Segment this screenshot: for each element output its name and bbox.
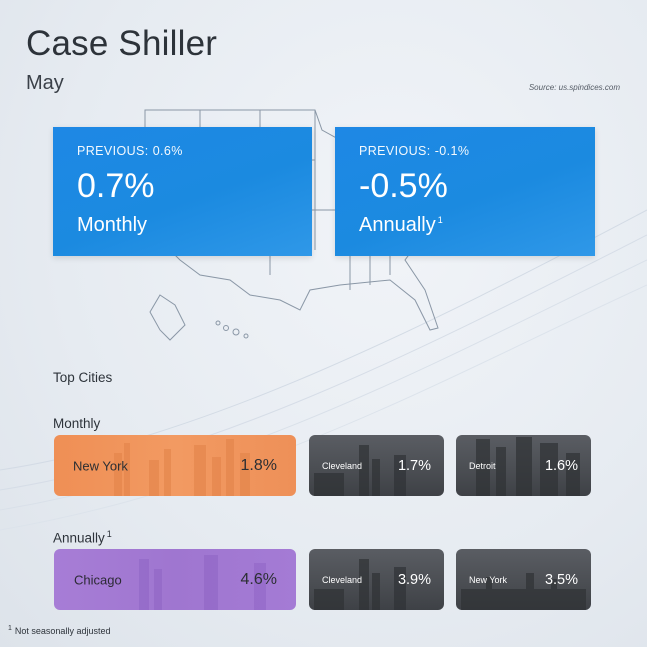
annual-period-label: Annually	[359, 214, 436, 236]
annual-card: PREVIOUS: -0.1% -0.5% Annually 1	[335, 127, 595, 256]
monthly-value: 0.7%	[77, 167, 155, 205]
city-value: 1.8%	[240, 456, 277, 474]
city-name: Cleveland	[322, 574, 363, 585]
city-tile-annual-1: Chicago 4.6%	[54, 549, 296, 610]
annual-previous: PREVIOUS: -0.1%	[359, 144, 571, 158]
skyline-image	[139, 555, 266, 610]
city-tile-annual-3: New York 3.5%	[456, 549, 591, 610]
monthly-previous-value: 0.6%	[152, 144, 183, 158]
city-tile-monthly-3: Detroit 1.6%	[456, 435, 591, 496]
city-value: 3.9%	[397, 571, 431, 588]
city-name: Chicago	[74, 572, 122, 587]
page-subtitle: May	[26, 72, 64, 94]
monthly-period-label: Monthly	[77, 214, 148, 236]
annual-previous-label: PREVIOUS:	[359, 144, 431, 158]
annually-footnote-mark: 1	[106, 529, 112, 539]
skyline-image	[461, 573, 586, 610]
city-name: Cleveland	[322, 460, 363, 471]
page-title: Case Shiller	[26, 24, 218, 63]
city-value: 4.6%	[240, 570, 277, 588]
skyline-image	[114, 439, 250, 496]
city-name: Detroit	[469, 460, 496, 471]
city-tile-monthly-1: New York 1.8%	[54, 435, 296, 496]
skyline-image	[314, 559, 406, 610]
skyline-image	[476, 437, 580, 496]
tile-background	[54, 435, 296, 496]
city-name: New York	[469, 574, 508, 585]
skyline-image	[314, 445, 406, 496]
monthly-previous: PREVIOUS: 0.6%	[77, 144, 288, 158]
footnote-mark: 1	[8, 625, 12, 632]
monthly-card: PREVIOUS: 0.6% 0.7% Monthly	[53, 127, 312, 256]
footnote: 1 Not seasonally adjusted	[8, 625, 110, 636]
city-tile-monthly-2: Cleveland 1.7%	[309, 435, 444, 496]
city-value: 1.6%	[544, 457, 578, 474]
annually-heading-label: Annually	[53, 530, 105, 546]
monthly-previous-label: PREVIOUS:	[77, 144, 149, 158]
city-value: 3.5%	[544, 571, 578, 588]
annual-period: Annually 1	[359, 214, 571, 237]
top-cities-heading: Top Cities	[53, 370, 113, 385]
city-name: New York	[73, 458, 128, 473]
source-note: Source: us.spindices.com	[528, 83, 620, 92]
city-tile-annual-2: Cleveland 3.9%	[309, 549, 444, 610]
annual-previous-value: -0.1%	[434, 144, 470, 158]
annual-footnote-mark: 1	[437, 215, 443, 226]
city-value: 1.7%	[397, 457, 431, 474]
footnote-text: Not seasonally adjusted	[14, 626, 111, 636]
monthly-heading: Monthly	[53, 416, 101, 431]
annually-heading: Annually 1	[53, 529, 112, 546]
annual-value: -0.5%	[359, 167, 448, 205]
